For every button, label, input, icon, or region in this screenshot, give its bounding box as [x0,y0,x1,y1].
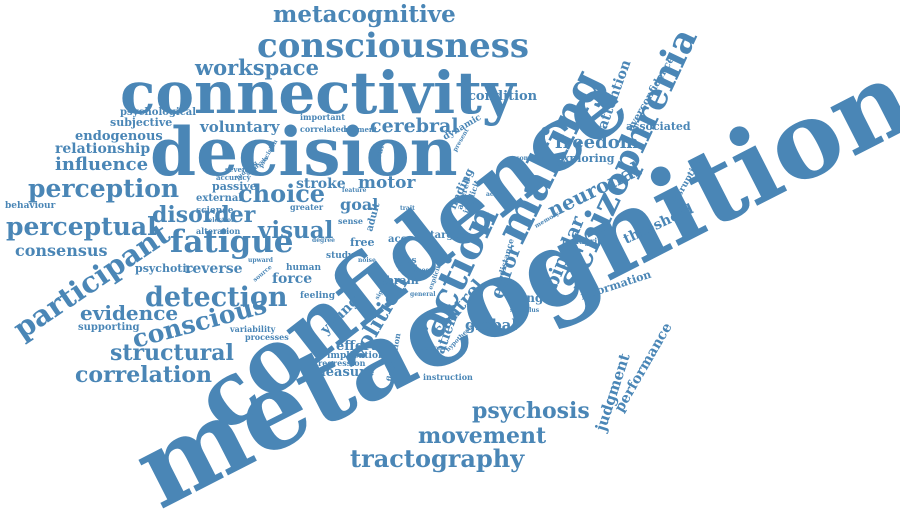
word-correlated: correlated [300,124,347,134]
word-choice: choice [238,179,325,208]
word-acc: acc [388,234,407,245]
word-upward: upward [248,257,274,264]
word-science: science [196,206,234,216]
word-disorder: disorder [152,202,256,228]
word-endogenous: endogenous [75,129,163,144]
word-perceptual: perceptual [6,212,157,241]
word-tractography: tractography [350,444,525,473]
word-motor: motor [358,173,417,193]
word-regression: regression [318,358,366,368]
word-psychological: psychological [120,107,196,118]
word-feature: feature [342,187,367,194]
word-consciousness: consciousness [257,26,529,66]
word-brain: brain [386,274,419,287]
word-moment: moment [345,125,378,134]
word-variability: variability [229,324,276,334]
word-common: common [516,155,545,162]
word-trait: trait [400,205,415,212]
word-metacognitive: metacognitive [273,1,456,28]
word-exploring: exploring [556,152,615,165]
word-evidence: evidence [80,301,178,325]
word-behaviour: behaviour [5,201,56,211]
word-degree: degree [312,237,335,244]
word-visual: visual [257,217,334,244]
word-handgrip: handgrip [562,236,603,246]
word-perception: perception [28,174,179,203]
word-general: general [410,291,436,298]
word-influence: influence [55,154,148,175]
word-severity: severity [225,165,256,174]
word-supporting: supporting [78,322,140,333]
word-psychosis: psychosis [472,398,590,424]
word-consensus: consensus [15,241,108,260]
word-connectivity: connectivity [120,59,518,127]
word-goal: goal [340,195,378,214]
word-decision: decision [150,113,458,191]
word-state: state [436,169,453,176]
word-length: length [514,291,558,305]
word-voluntary: voluntary [199,118,281,136]
word-accuracy: accuracy [216,173,252,182]
word-psychotic: psychotic [135,262,194,275]
word-measure: measure [312,365,374,380]
word-workspace: workspace [194,55,319,80]
word-greater: greater [290,202,324,212]
word-source: source [252,264,274,284]
word-detection: detection [145,282,288,313]
word-freedom: freedom [555,132,639,153]
word-target: target [430,230,465,241]
word-passive: passive [212,180,257,193]
word-external: external [196,193,242,204]
word-field: field [398,263,418,273]
word-fatigue: fatigue [170,224,293,260]
word-associated: associated [626,120,691,133]
word-important: important [300,112,345,122]
word-speed: speed [414,267,434,274]
word-free: free [350,236,375,249]
word-stroke: stroke [296,176,346,192]
word-alteration: alteration [196,226,240,236]
word-bias: bias [396,256,417,266]
word-processes: processes [245,332,289,342]
word-subjective: subjective [110,116,172,129]
word-implication: implication [327,351,385,361]
word-active: active [486,191,506,198]
word-structural: structural [110,340,234,366]
word-relationship: relationship [55,141,150,157]
word-condition: condition [468,89,538,104]
word-study: study [326,251,354,261]
word-noise: noise [358,257,376,264]
word-force: force [272,271,312,287]
word-cerebral: cerebral [370,115,459,137]
word-reverse: reverse [185,261,243,277]
word-feeling: feeling [300,291,336,301]
word-stimulus: stimulus [510,307,540,314]
word-sense: sense [338,216,363,226]
word-selection: selection [205,217,236,224]
word-human: human [286,263,321,273]
word-instruction: instruction [423,372,473,382]
word-effort: effort [336,339,376,354]
word-progress: progress [418,345,448,352]
word-correlation: correlation [75,362,212,388]
word-movement: movement [418,423,547,449]
word-global: global [465,316,517,334]
